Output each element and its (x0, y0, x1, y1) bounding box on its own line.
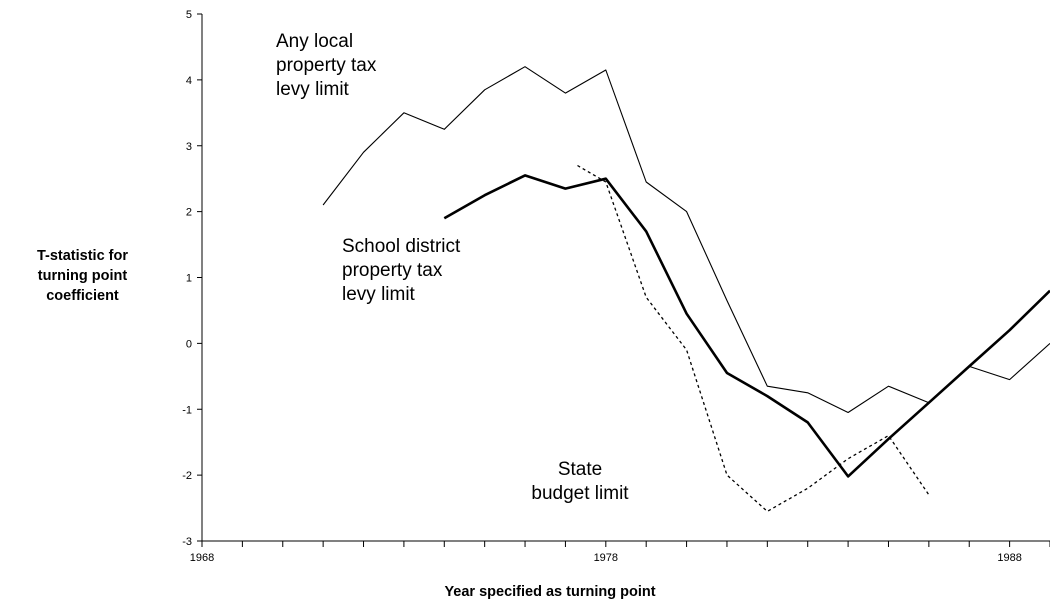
annotation-line: State (557, 459, 603, 480)
x-tick-label: 1968 (190, 552, 214, 564)
y-tick-label: 2 (186, 207, 192, 219)
series-state-budget-limit-line (577, 164, 930, 513)
annotation-school-district-levy-limit: School district property tax levy limit (342, 235, 460, 307)
annotation-state-budget-limit: State budget limit (525, 458, 635, 506)
y-axis-label-line: T-statistic for (36, 248, 129, 264)
annotation-line: property tax (342, 260, 443, 281)
annotation-line: School district (342, 236, 461, 257)
series-school-district-levy-limit-line (443, 174, 1050, 478)
y-axis-label-line: coefficient (46, 288, 119, 304)
annotation-line: budget limit (531, 483, 629, 504)
x-axis-label: Year specified as turning point (444, 584, 656, 600)
y-tick-label: -1 (182, 404, 192, 416)
axes: -3 -2 -1 0 1 2 3 4 5 1968 1978 1988 (182, 9, 1050, 564)
y-tick-label: 1 (186, 273, 192, 285)
y-tick-label: -2 (182, 470, 192, 482)
annotation-line: levy limit (276, 79, 349, 100)
annotation-line: property tax (276, 55, 377, 76)
series-group (322, 66, 1050, 513)
y-tick-label: 4 (186, 75, 192, 87)
y-axis-label-line: turning point (37, 268, 128, 284)
annotation-line: levy limit (342, 284, 415, 305)
y-tick-label: 5 (186, 9, 192, 21)
y-tick-label: -3 (182, 536, 192, 548)
x-tick-label: 1988 (997, 552, 1021, 564)
annotation-line: Any local (276, 31, 354, 52)
y-axis-label: T-statistic for turning point coefficien… (0, 246, 165, 306)
y-tick-label: 3 (186, 141, 192, 153)
x-tick-label: 1978 (594, 552, 618, 564)
annotation-any-local-levy-limit: Any local property tax levy limit (276, 30, 376, 102)
y-tick-label: 0 (186, 338, 192, 350)
